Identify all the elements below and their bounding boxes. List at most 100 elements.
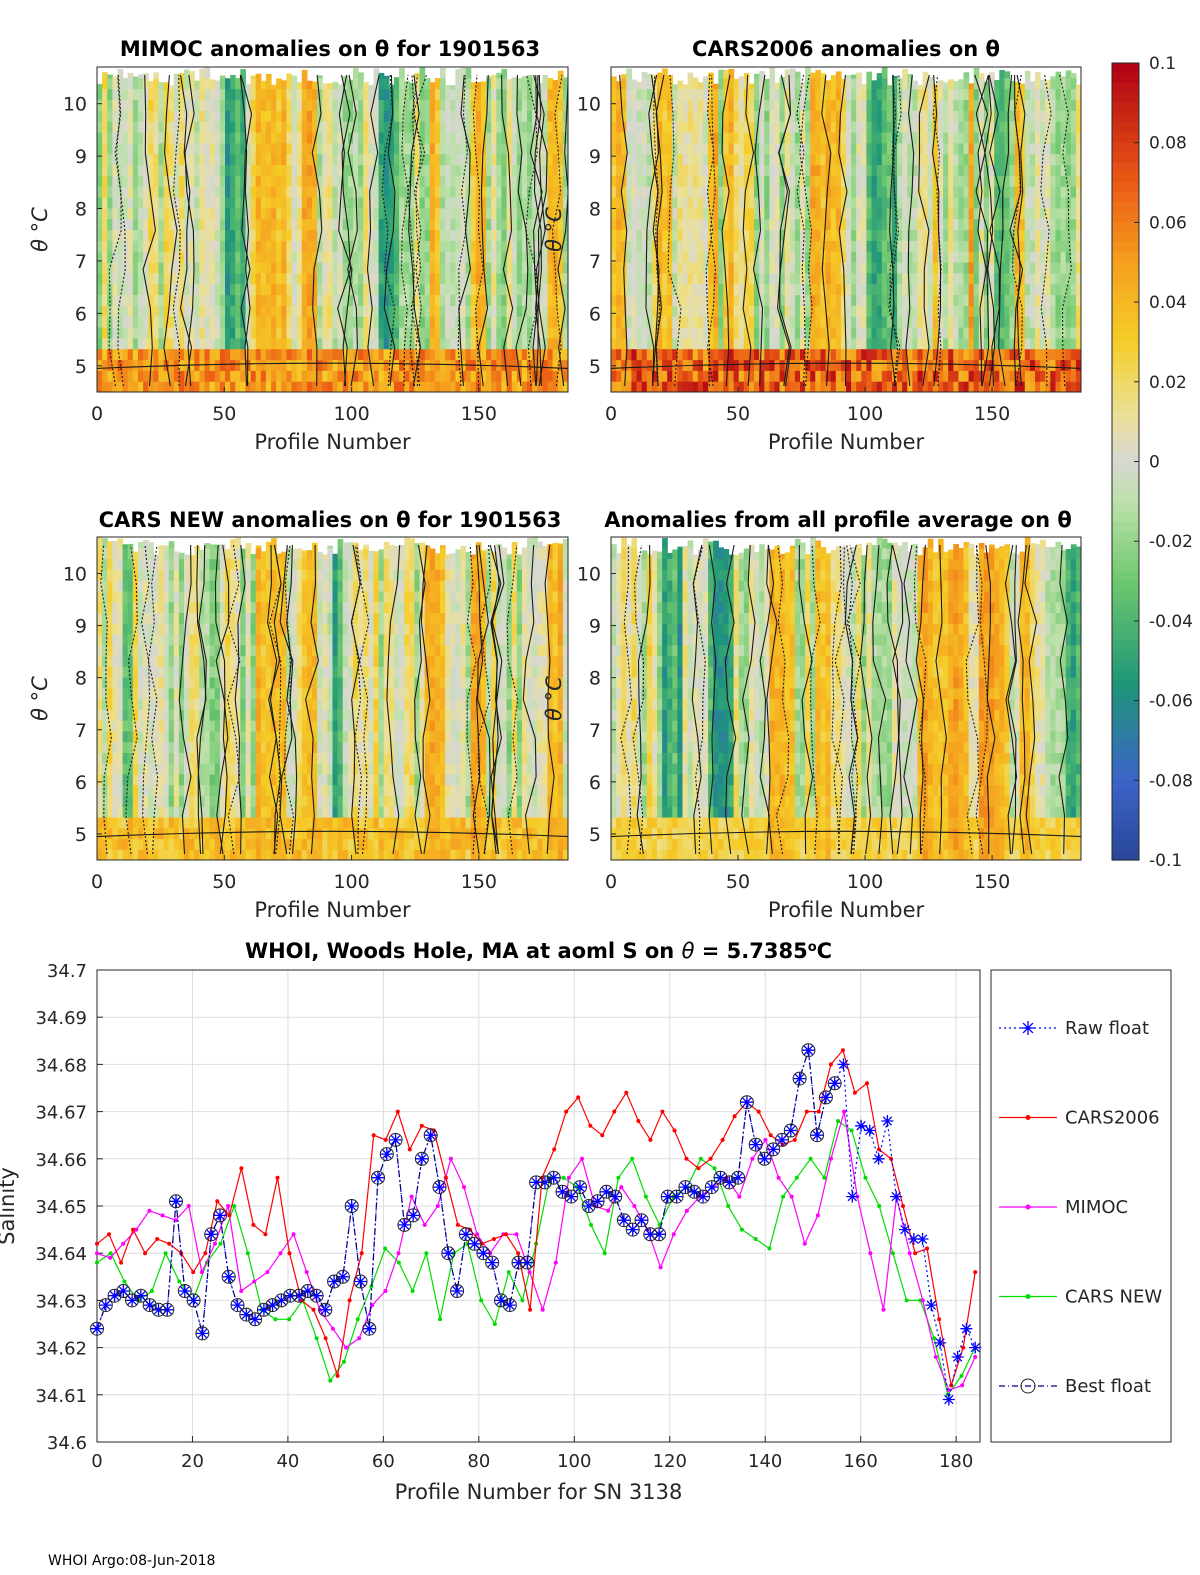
heatmap-cell	[138, 316, 144, 328]
heatmap-cell	[255, 99, 262, 111]
heatmap-cell	[194, 132, 200, 144]
heatmap-cell	[667, 305, 673, 317]
heatmap-cell	[255, 218, 262, 231]
heatmap-cell	[738, 240, 745, 252]
heatmap-cell	[306, 327, 313, 339]
heatmap-cell	[881, 316, 888, 328]
heatmap-cell	[800, 153, 806, 166]
heatmap-cell	[301, 77, 308, 90]
heatmap-cell	[794, 218, 801, 231]
heatmap-cell	[810, 99, 816, 111]
heatmap-cell	[286, 370, 293, 382]
heatmap-cell	[368, 370, 374, 382]
heatmap-cell	[835, 305, 842, 317]
heatmap-cell	[358, 337, 364, 350]
heatmap-cell	[651, 175, 658, 187]
heatmap-cell	[989, 272, 995, 285]
heatmap-cell	[521, 370, 528, 382]
heatmap-cell	[953, 153, 959, 166]
heatmap-cell	[738, 316, 745, 328]
heatmap-cell	[163, 197, 170, 209]
heatmap-cell	[641, 381, 648, 392]
heatmap-cell	[963, 348, 970, 361]
heatmap-cell	[255, 77, 262, 90]
heatmap-cell	[132, 272, 139, 285]
heatmap-cell	[373, 251, 380, 263]
heatmap-cell	[876, 186, 883, 198]
heatmap-cell	[414, 240, 421, 252]
heatmap-cell	[148, 272, 154, 285]
heatmap-cell	[616, 370, 622, 382]
heatmap-cell	[973, 164, 980, 176]
heatmap-cell	[245, 207, 252, 220]
heatmap-cell	[388, 294, 395, 306]
heatmap-cell	[491, 240, 497, 252]
heatmap-cell	[682, 84, 689, 90]
heatmap-cell	[286, 110, 293, 122]
heatmap-cell	[204, 327, 211, 339]
heatmap-cell	[657, 240, 663, 252]
heatmap-cell	[912, 316, 919, 328]
heatmap-cell	[168, 218, 175, 231]
heatmap-cell	[296, 381, 303, 392]
heatmap-cell	[876, 381, 883, 392]
heatmap-cell	[953, 283, 959, 296]
heatmap-cell	[368, 84, 374, 90]
heatmap-cell	[703, 240, 709, 252]
heatmap-cell	[820, 207, 827, 220]
heatmap-cell	[820, 164, 827, 176]
heatmap-cell	[148, 81, 154, 90]
heatmap-cell	[631, 240, 638, 252]
heatmap-cell	[440, 294, 446, 306]
heatmap-cell	[168, 381, 175, 392]
heatmap-cell	[825, 229, 832, 241]
heatmap-cell	[968, 99, 975, 111]
heatmap-cell	[306, 207, 313, 220]
heatmap-cell	[733, 79, 740, 90]
heatmap-cell	[475, 82, 482, 90]
heatmap-cell	[713, 197, 719, 209]
heatmap-cell	[301, 251, 308, 263]
contour-line	[557, 74, 568, 387]
heatmap-cell	[989, 164, 995, 176]
heatmap-cell	[851, 251, 857, 263]
heatmap-cell	[143, 283, 149, 296]
heatmap-cell	[718, 121, 724, 133]
heatmap-cell	[112, 207, 119, 220]
heatmap-cell	[547, 121, 554, 133]
heatmap-cell	[322, 207, 328, 220]
heatmap-cell	[646, 359, 653, 371]
heatmap-cell	[759, 110, 765, 122]
heatmap-cell	[429, 142, 436, 155]
heatmap-cell	[455, 272, 462, 285]
heatmap-cell	[235, 186, 241, 198]
heatmap-cell	[789, 68, 796, 79]
heatmap-cell	[948, 262, 954, 274]
heatmap-cell	[194, 294, 200, 306]
heatmap-cell	[445, 99, 451, 111]
heatmap-cell	[225, 272, 231, 285]
heatmap-cell	[886, 381, 893, 392]
heatmap-cell	[938, 88, 944, 101]
heatmap-cell	[794, 132, 801, 144]
heatmap-cell	[445, 316, 451, 328]
heatmap-cell	[856, 197, 862, 209]
heatmap-cell	[506, 283, 513, 296]
heatmap-cell	[286, 207, 293, 220]
heatmap-cell	[927, 316, 934, 328]
heatmap-cell	[892, 240, 898, 252]
heatmap-cell	[204, 229, 211, 241]
heatmap-cell	[276, 359, 282, 371]
heatmap-cell	[235, 142, 241, 155]
heatmap-cell	[434, 251, 441, 263]
heatmap-cell	[616, 359, 622, 371]
heatmap-cell	[932, 348, 939, 361]
heatmap-cell	[189, 197, 195, 209]
heatmap-cell	[189, 207, 195, 220]
heatmap-cell	[209, 218, 216, 231]
heatmap-cell	[465, 67, 472, 79]
heatmap-cell	[511, 197, 518, 209]
heatmap-cell	[347, 175, 354, 187]
